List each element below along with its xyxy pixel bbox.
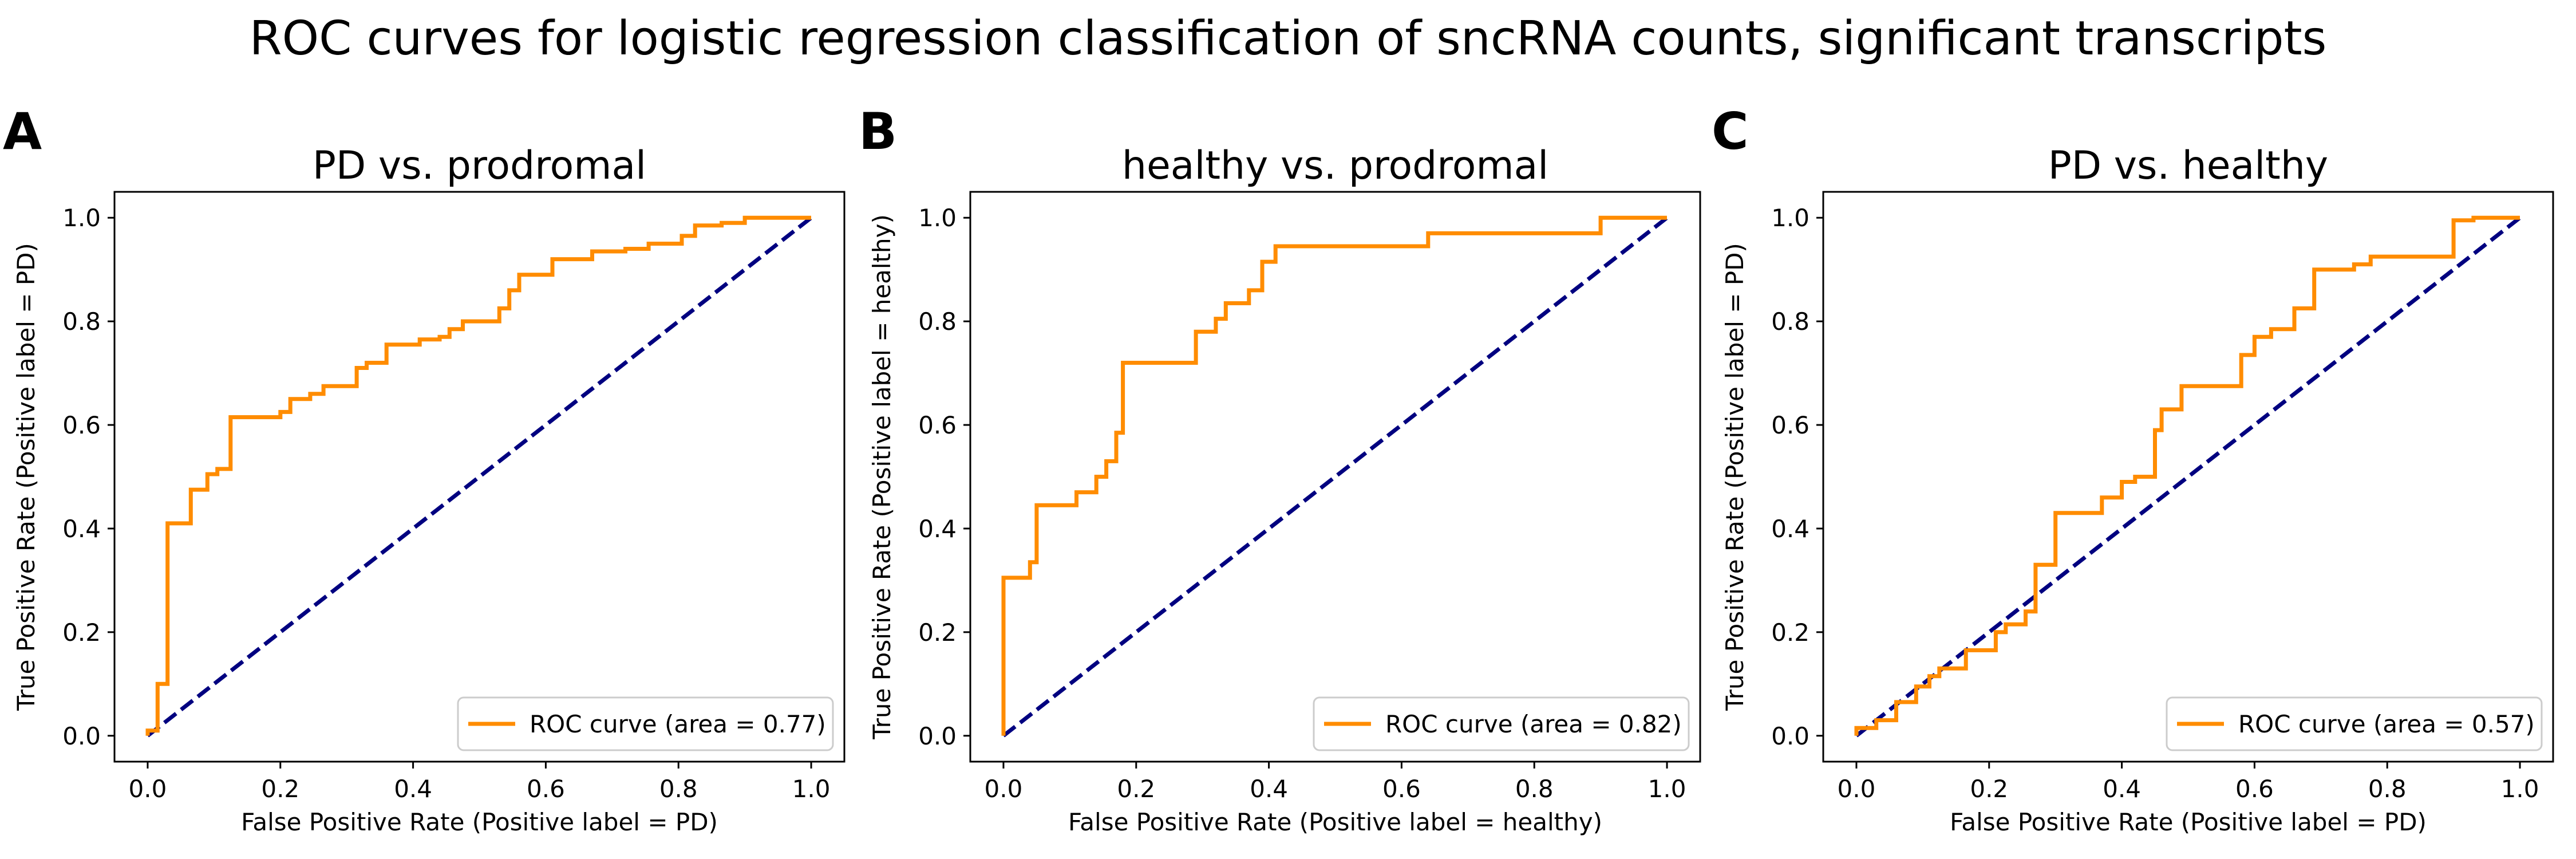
legend-label: ROC curve (area = 0.77) — [530, 710, 826, 738]
y-tick-label: 0.0 — [918, 722, 957, 750]
x-axis-label: False Positive Rate (Positive label = he… — [1068, 808, 1602, 836]
y-tick-label: 1.0 — [62, 204, 101, 232]
axes-frame — [113, 191, 846, 763]
x-tick-label: 0.2 — [1117, 775, 1155, 803]
x-tick-label: 0.8 — [1515, 775, 1554, 803]
y-tick-label: 0.6 — [62, 411, 101, 439]
chart-panel-c: C PD vs. healthy 0.0 0.2 0.4 0.6 0.8 1.0 0.0 0.2 0… — [1712, 102, 2554, 836]
x-tick-label: 0.6 — [2235, 775, 2274, 803]
y-tick-label: 0.8 — [62, 308, 101, 336]
x-tick-label: 0.8 — [659, 775, 698, 803]
legend-label: ROC curve (area = 0.82) — [1385, 710, 1682, 738]
x-tick-label: 0.0 — [1838, 775, 1876, 803]
y-tick-label: 0.2 — [1771, 618, 1809, 647]
y-tick-label: 0.8 — [918, 308, 957, 336]
panels: A PD vs. prodromal 0.0 0.2 0.4 0.6 0.8 1.0 0.0 0.… — [3, 102, 2554, 836]
legend-box — [457, 696, 834, 751]
x-tick-label: 1.0 — [1648, 775, 1686, 803]
x-tick-label: 0.8 — [2368, 775, 2407, 803]
y-axis-label: True Positive Rate (Positive label = hea… — [868, 214, 896, 740]
x-tick-label: 1.0 — [2501, 775, 2539, 803]
roc-curve — [1854, 215, 2520, 736]
panel-letter: A — [3, 102, 42, 161]
y-tick-label: 0.6 — [918, 411, 957, 439]
roc-curve — [1001, 215, 1667, 736]
x-tick-label: 0.6 — [1382, 775, 1421, 803]
chart-panel-a: A PD vs. prodromal 0.0 0.2 0.4 0.6 0.8 1.0 0.0 0.… — [3, 102, 846, 836]
legend: ROC curve (area = 0.57) — [2166, 696, 2543, 751]
chart-title: PD vs. prodromal — [313, 143, 646, 188]
chance-line — [1002, 216, 1669, 738]
legend-label: ROC curve (area = 0.57) — [2238, 710, 2535, 738]
x-tick-label: 0.2 — [1970, 775, 2008, 803]
x-tick-label: 0.4 — [394, 775, 432, 803]
x-tick-label: 0.4 — [2103, 775, 2141, 803]
y-axis-label: True Positive Rate (Positive label = PD) — [12, 243, 40, 711]
y-tick-label: 1.0 — [918, 204, 957, 232]
figure-title: ROC curves for logistic regression class… — [250, 11, 2327, 66]
y-tick-label: 0.4 — [918, 515, 957, 543]
y-tick-label: 0.0 — [62, 722, 101, 750]
y-tick-label: 0.2 — [918, 618, 957, 647]
legend: ROC curve (area = 0.77) — [457, 696, 834, 751]
panel-letter: C — [1712, 102, 1749, 161]
axes-frame — [1822, 191, 2554, 763]
y-tick-label: 0.2 — [62, 618, 101, 647]
x-tick-label: 0.2 — [261, 775, 299, 803]
legend-box — [2166, 696, 2543, 751]
legend: ROC curve (area = 0.82) — [1313, 696, 1690, 751]
y-tick-label: 0.4 — [62, 515, 101, 543]
chart-title: healthy vs. prodromal — [1122, 143, 1548, 188]
y-axis-label: True Positive Rate (Positive label = PD) — [1721, 243, 1749, 711]
x-axis-label: False Positive Rate (Positive label = PD… — [1950, 808, 2427, 836]
roc-curve — [145, 215, 811, 736]
y-tick-label: 0.0 — [1771, 722, 1809, 750]
chart-title: PD vs. healthy — [2048, 143, 2328, 188]
x-axis-label: False Positive Rate (Positive label = PD… — [241, 808, 718, 836]
y-tick-label: 0.6 — [1771, 411, 1809, 439]
x-tick-label: 0.6 — [527, 775, 565, 803]
legend-box — [1313, 696, 1690, 751]
panel-letter: B — [859, 102, 897, 161]
chance-line — [146, 216, 813, 738]
x-tick-label: 0.0 — [985, 775, 1023, 803]
x-tick-label: 0.0 — [129, 775, 167, 803]
y-tick-label: 0.4 — [1771, 515, 1809, 543]
axes-frame — [969, 191, 1701, 763]
x-tick-label: 1.0 — [792, 775, 831, 803]
x-tick-label: 0.4 — [1250, 775, 1288, 803]
y-tick-label: 1.0 — [1771, 204, 1809, 232]
y-tick-label: 0.8 — [1771, 308, 1809, 336]
